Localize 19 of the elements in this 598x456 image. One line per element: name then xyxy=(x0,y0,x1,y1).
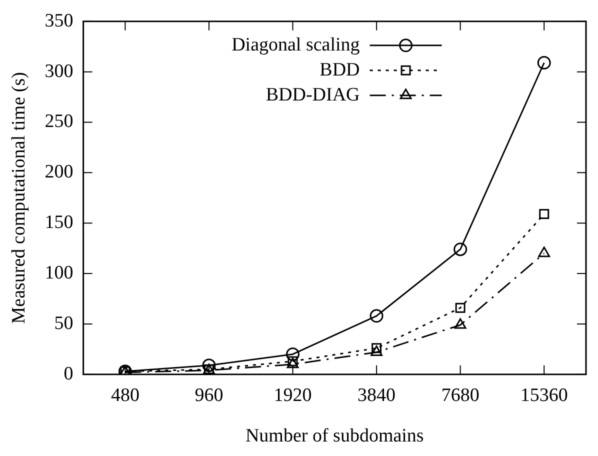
legend-label: BDD-DIAG xyxy=(266,84,360,106)
y-tick-label: 200 xyxy=(44,162,74,183)
y-tick-label: 0 xyxy=(64,363,74,384)
y-axis-title: Measured computational time (s) xyxy=(8,72,30,324)
legend-label: BDD xyxy=(320,59,360,80)
x-tick-label: 480 xyxy=(110,384,140,406)
y-tick-label: 150 xyxy=(44,212,74,234)
x-tick-label: 1920 xyxy=(274,384,312,406)
y-tick-label: 300 xyxy=(44,60,74,82)
x-tick-label: 7680 xyxy=(441,384,480,406)
y-tick-label: 250 xyxy=(44,111,74,132)
y-tick-label: 350 xyxy=(44,10,74,32)
legend-label: Diagonal scaling xyxy=(232,34,360,56)
y-tick-label: 50 xyxy=(54,312,74,334)
x-axis-title: Number of subdomains xyxy=(245,426,424,447)
x-tick-label: 15360 xyxy=(520,384,568,406)
x-tick-label: 3840 xyxy=(358,384,396,406)
x-tick-label: 960 xyxy=(194,384,224,406)
y-tick-label: 100 xyxy=(44,262,74,284)
